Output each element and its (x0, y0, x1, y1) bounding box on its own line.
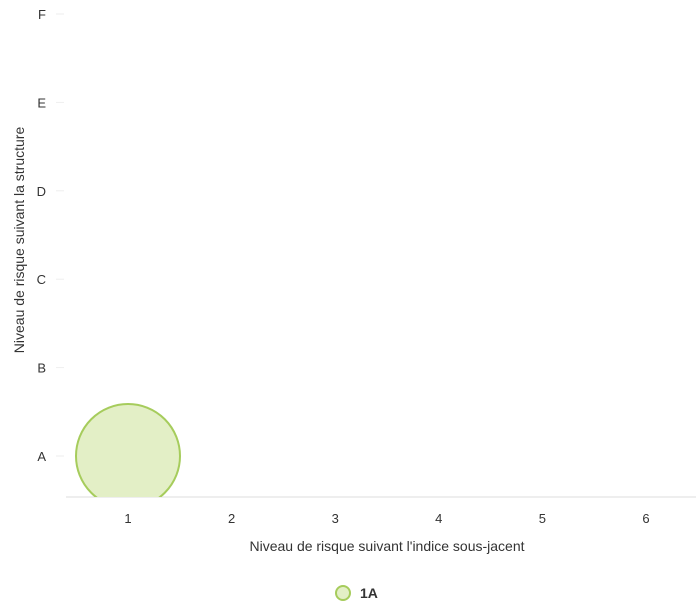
x-tick-label-5: 5 (539, 511, 546, 526)
y-tick-label-b: B (37, 361, 46, 376)
y-axis-title: Niveau de risque suivant la structure (11, 127, 27, 354)
y-tick-label-c: C (37, 272, 46, 287)
y-axis: A B C D E F (37, 7, 64, 464)
y-tick-label-f: F (38, 7, 46, 22)
x-tick-label-3: 3 (332, 511, 339, 526)
x-tick-label-2: 2 (228, 511, 235, 526)
y-tick-label-a: A (37, 449, 46, 464)
x-tick-label-1: 1 (124, 511, 131, 526)
x-tick-label-6: 6 (642, 511, 649, 526)
legend[interactable]: 1A (335, 585, 378, 601)
data-points (75, 403, 181, 508)
x-axis: 1 2 3 4 5 6 (124, 511, 649, 526)
legend-label: 1A (360, 585, 378, 601)
y-tick-label-e: E (37, 95, 46, 110)
y-tick-label-d: D (37, 184, 46, 199)
bubble-1a[interactable] (75, 403, 181, 508)
x-axis-title: Niveau de risque suivant l'indice sous-j… (249, 538, 524, 554)
x-tick-label-4: 4 (435, 511, 442, 526)
legend-symbol (335, 585, 351, 601)
